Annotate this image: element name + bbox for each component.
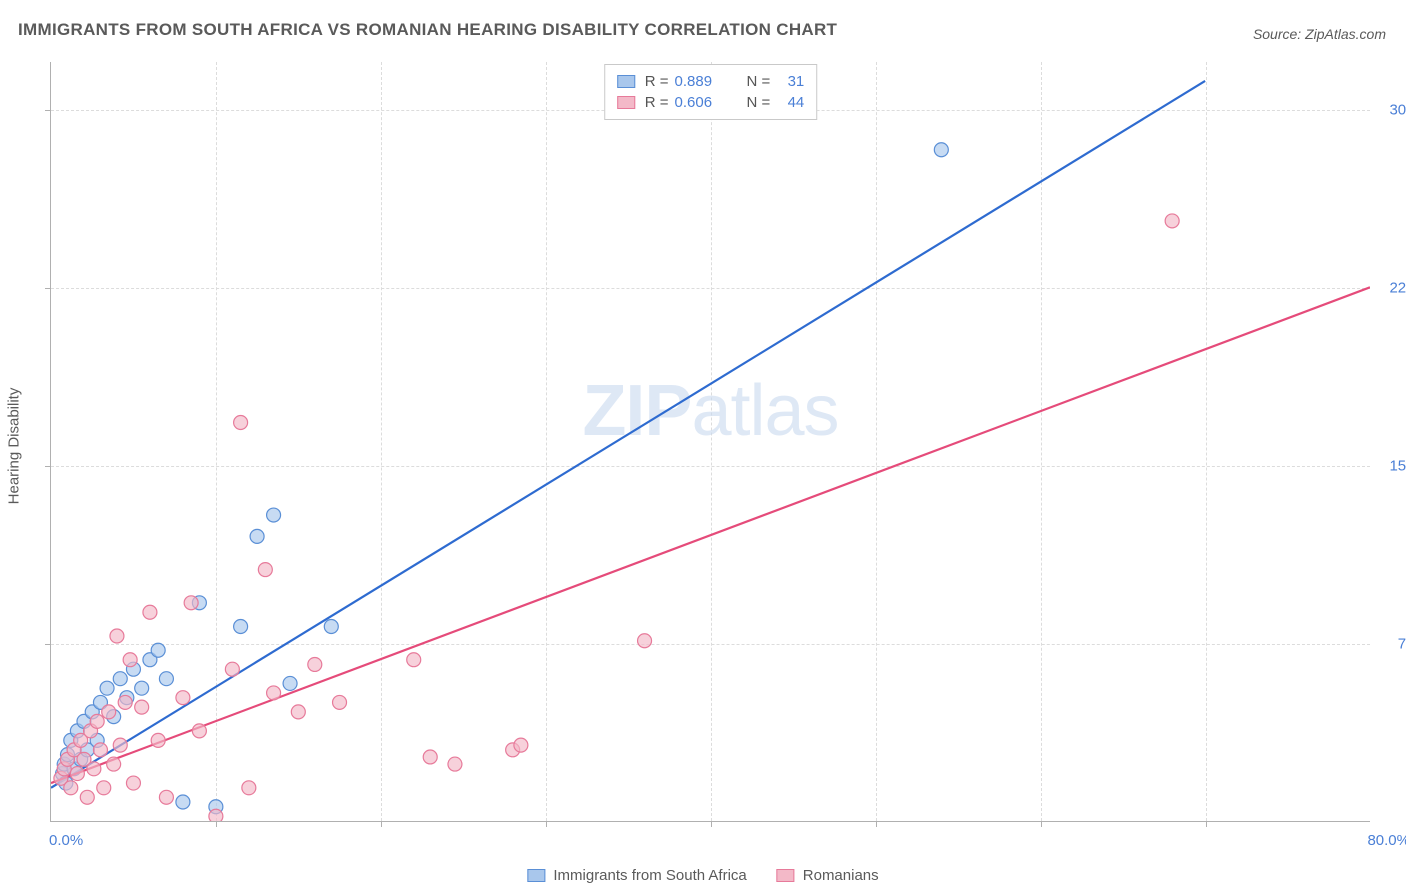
swatch-ro [617, 96, 635, 109]
legend-row-ro: R = 0.606 N = 44 [617, 92, 805, 113]
y-tick-label: 22.5% [1389, 279, 1406, 296]
scatter-svg [51, 62, 1370, 821]
scatter-point-ro [258, 563, 272, 577]
x-tick-mark [216, 821, 217, 827]
swatch-sa-icon [527, 869, 545, 882]
scatter-point-ro [423, 750, 437, 764]
scatter-point-sa [324, 620, 338, 634]
scatter-point-sa [267, 508, 281, 522]
source-value: ZipAtlas.com [1305, 26, 1386, 42]
scatter-point-ro [97, 781, 111, 795]
y-tick-label: 15.0% [1389, 457, 1406, 474]
n-value-sa: 31 [776, 73, 804, 90]
swatch-sa [617, 75, 635, 88]
correlation-legend: R = 0.889 N = 31 R = 0.606 N = 44 [604, 64, 818, 120]
scatter-point-ro [123, 653, 137, 667]
scatter-point-ro [110, 629, 124, 643]
legend-item-ro: Romanians [777, 867, 879, 884]
scatter-point-ro [102, 705, 116, 719]
scatter-point-ro [234, 416, 248, 430]
r-value-ro: 0.606 [675, 94, 733, 111]
scatter-point-sa [151, 643, 165, 657]
x-tick-mark [711, 821, 712, 827]
scatter-point-ro [514, 738, 528, 752]
x-tick-mark [1041, 821, 1042, 827]
legend-item-sa: Immigrants from South Africa [527, 867, 746, 884]
source-attribution: Source: ZipAtlas.com [1253, 26, 1386, 42]
scatter-point-sa [250, 529, 264, 543]
x-tick-mark [546, 821, 547, 827]
scatter-point-sa [234, 620, 248, 634]
y-axis-label: Hearing Disability [6, 388, 23, 505]
scatter-point-ro [113, 738, 127, 752]
scatter-point-ro [225, 662, 239, 676]
scatter-point-ro [64, 781, 78, 795]
plot-area: ZIPatlas R = 0.889 N = 31 R = 0.606 N = … [50, 62, 1370, 822]
legend-label-sa: Immigrants from South Africa [553, 867, 746, 884]
scatter-point-ro [135, 700, 149, 714]
scatter-point-ro [267, 686, 281, 700]
n-value-ro: 44 [776, 94, 804, 111]
r-label: R = [645, 94, 669, 111]
scatter-point-ro [407, 653, 421, 667]
scatter-point-ro [143, 605, 157, 619]
x-tick-mark [1206, 821, 1207, 827]
scatter-point-sa [934, 143, 948, 157]
scatter-point-ro [1165, 214, 1179, 228]
scatter-point-ro [291, 705, 305, 719]
n-label: N = [747, 94, 771, 111]
trendline-sa [51, 81, 1205, 788]
chart-title: IMMIGRANTS FROM SOUTH AFRICA VS ROMANIAN… [18, 20, 837, 40]
scatter-point-sa [159, 672, 173, 686]
scatter-point-ro [90, 714, 104, 728]
scatter-point-sa [135, 681, 149, 695]
scatter-point-ro [87, 762, 101, 776]
trendline-ro [51, 287, 1370, 783]
scatter-point-ro [176, 691, 190, 705]
swatch-ro-icon [777, 869, 795, 882]
scatter-point-ro [209, 809, 223, 821]
r-label: R = [645, 73, 669, 90]
y-tick-label: 30.0% [1389, 101, 1406, 118]
scatter-point-ro [93, 743, 107, 757]
scatter-point-ro [70, 767, 84, 781]
source-label: Source: [1253, 26, 1305, 42]
legend-label-ro: Romanians [803, 867, 879, 884]
scatter-point-ro [118, 695, 132, 709]
scatter-point-ro [333, 695, 347, 709]
x-tick-min: 0.0% [49, 832, 83, 849]
scatter-point-sa [283, 676, 297, 690]
scatter-point-ro [126, 776, 140, 790]
scatter-point-ro [638, 634, 652, 648]
scatter-point-ro [192, 724, 206, 738]
scatter-point-ro [159, 790, 173, 804]
x-tick-mark [876, 821, 877, 827]
scatter-point-sa [100, 681, 114, 695]
x-tick-mark [381, 821, 382, 827]
series-legend: Immigrants from South Africa Romanians [527, 867, 878, 884]
scatter-point-sa [176, 795, 190, 809]
scatter-point-ro [242, 781, 256, 795]
scatter-point-sa [113, 672, 127, 686]
scatter-point-ro [80, 790, 94, 804]
scatter-point-ro [151, 733, 165, 747]
y-tick-label: 7.5% [1398, 635, 1406, 652]
x-tick-max: 80.0% [1367, 832, 1406, 849]
r-value-sa: 0.889 [675, 73, 733, 90]
scatter-point-ro [184, 596, 198, 610]
scatter-point-ro [448, 757, 462, 771]
legend-row-sa: R = 0.889 N = 31 [617, 71, 805, 92]
n-label: N = [747, 73, 771, 90]
scatter-point-ro [107, 757, 121, 771]
scatter-point-ro [308, 657, 322, 671]
